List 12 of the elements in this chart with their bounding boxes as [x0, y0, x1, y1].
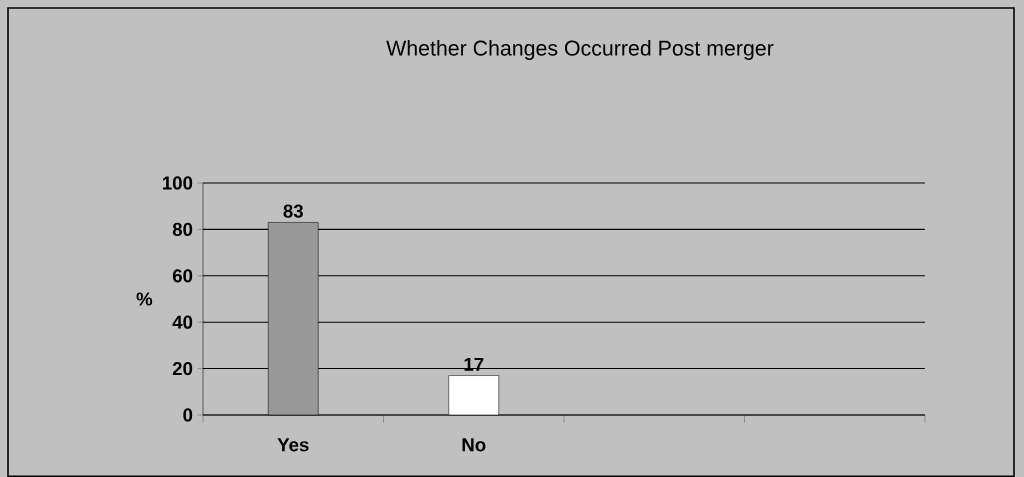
- y-tick-label: 80: [172, 222, 193, 236]
- y-tick-label: 40: [172, 315, 193, 329]
- y-tick-label: 0: [183, 408, 193, 422]
- x-tick-label: Yes: [277, 438, 309, 452]
- y-tick-label: 20: [172, 361, 193, 376]
- data-label: 17: [464, 358, 484, 371]
- y-tick-label: 100: [162, 176, 193, 190]
- y-tick-label: 60: [172, 269, 193, 283]
- chart-title: Whether Changes Occurred Post merger: [386, 40, 774, 60]
- x-tick-label: No: [462, 438, 486, 452]
- y-axis-title: %: [136, 292, 153, 306]
- data-label: 83: [283, 204, 303, 218]
